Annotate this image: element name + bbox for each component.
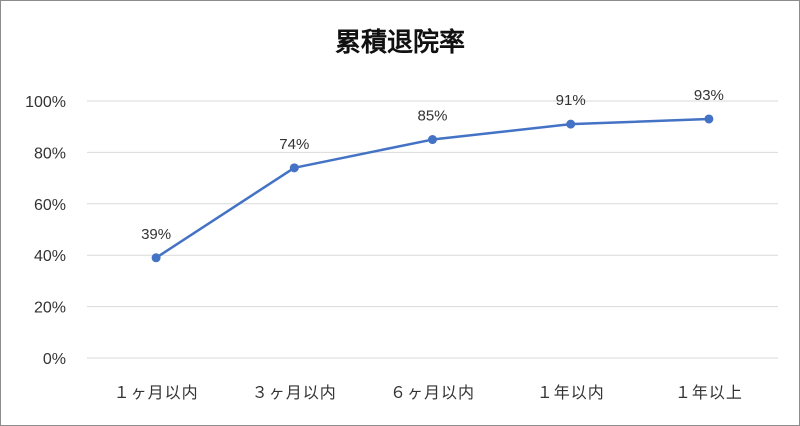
y-tick-label: 100%: [25, 94, 66, 111]
data-label: 39%: [141, 226, 171, 243]
chart-title: 累積退院率: [334, 28, 465, 58]
data-point: [151, 253, 161, 263]
y-tick-label: 80%: [34, 145, 66, 162]
data-label: 85%: [417, 108, 447, 125]
data-label: 74%: [279, 136, 309, 153]
x-tick-label: ６ヶ月以内: [390, 383, 475, 402]
x-tick-label: １年以内: [537, 383, 605, 402]
data-point: [704, 114, 714, 124]
data-point: [428, 135, 437, 145]
data-point: [289, 163, 299, 173]
y-tick-label: 0%: [43, 351, 66, 368]
data-point: [566, 119, 576, 129]
x-tick-label: ３ヶ月以内: [252, 383, 337, 402]
data-label: 91%: [556, 92, 586, 109]
y-tick-label: 60%: [34, 197, 66, 214]
x-tick-label: １ヶ月以内: [114, 383, 199, 402]
x-tick-label: １年以上: [675, 383, 743, 402]
y-tick-label: 40%: [34, 248, 66, 265]
y-tick-label: 20%: [34, 300, 66, 317]
data-label: 93%: [694, 87, 724, 104]
